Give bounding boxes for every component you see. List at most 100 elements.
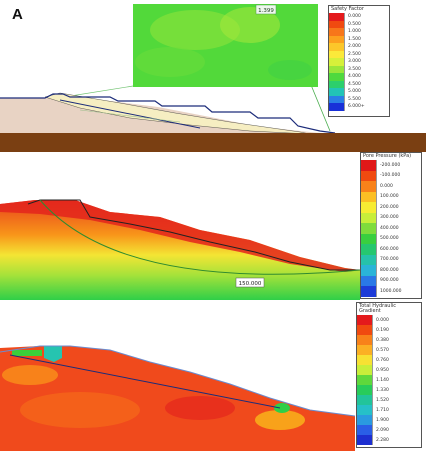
legend-swatch xyxy=(357,325,373,335)
legend-row: 0.190 xyxy=(357,325,421,335)
legend-c: Total Hydraulic Gradient 0.000 0.190 0.380… xyxy=(356,302,422,448)
legend-row: 1.330 xyxy=(357,385,421,395)
legend-swatch xyxy=(329,13,345,21)
legend-swatch xyxy=(357,395,373,405)
legend-swatch xyxy=(329,80,345,88)
slope-model-a: 1.399 xyxy=(0,4,426,152)
legend-swatch xyxy=(361,181,377,192)
legend-value: 3.000 xyxy=(348,59,361,65)
legend-swatch xyxy=(357,335,373,345)
legend-row: 5.000 xyxy=(329,88,389,96)
legend-row: 2.500 xyxy=(329,50,389,58)
legend-row: 1.140 xyxy=(357,375,421,385)
legend-value: 200.000 xyxy=(380,204,399,210)
legend-row: 2.000 xyxy=(329,43,389,51)
legend-swatch xyxy=(361,160,377,171)
legend-row: 1.000 xyxy=(329,28,389,36)
legend-swatch xyxy=(361,286,377,297)
legend-swatch xyxy=(329,95,345,103)
legend-value: 4.500 xyxy=(348,81,361,87)
legend-swatch xyxy=(361,275,377,286)
legend-swatch xyxy=(357,355,373,365)
legend-row: 2.090 xyxy=(357,425,421,435)
pore-pressure-callout: 150.000 xyxy=(239,281,262,287)
legend-swatch xyxy=(357,315,373,325)
legend-value: 0.000 xyxy=(376,317,389,323)
legend-value: 900.000 xyxy=(380,278,399,284)
legend-value: 0.570 xyxy=(376,347,389,353)
legend-value: 6.000+ xyxy=(348,104,365,110)
legend-swatch xyxy=(329,103,345,111)
legend-swatch xyxy=(361,233,377,244)
legend-swatch xyxy=(329,43,345,51)
legend-row: 800.000 xyxy=(361,265,421,276)
legend-row: 2.280 xyxy=(357,435,421,445)
legend-value: 1.500 xyxy=(348,36,361,42)
legend-value: -100.000 xyxy=(380,173,401,179)
legend-value: 0.000 xyxy=(380,183,393,189)
legend-row: 5.500 xyxy=(329,95,389,103)
legend-a-body: 0.000 0.500 1.000 1.500 2.000 2.500 3.000 3.500… xyxy=(329,13,389,111)
legend-row: 1.710 xyxy=(357,405,421,415)
high-gradient-zone-2 xyxy=(12,350,42,356)
legend-row: 1.520 xyxy=(357,395,421,405)
legend-row: 0.380 xyxy=(357,335,421,345)
phreatic-line-b xyxy=(27,199,360,271)
legend-value: 5.000 xyxy=(348,89,361,95)
legend-swatch xyxy=(357,365,373,375)
panel-b: B 150.000 Pore Pressure (kPa) -200.000-1… xyxy=(0,152,426,300)
legend-swatch xyxy=(357,385,373,395)
legend-value: 600.000 xyxy=(380,246,399,252)
panel-a: A 1.399 Safety Factor 0.000 0.500 1.000 1.5… xyxy=(0,0,426,152)
legend-swatch xyxy=(329,65,345,73)
legend-value: 1.140 xyxy=(376,377,389,383)
legend-value: 2.500 xyxy=(348,51,361,57)
legend-value: 0.950 xyxy=(376,367,389,373)
legend-swatch xyxy=(329,35,345,43)
legend-row: 6.000+ xyxy=(329,103,389,111)
legend-swatch xyxy=(357,425,373,435)
high-gradient-zone-1 xyxy=(44,346,62,362)
legend-swatch xyxy=(361,170,377,181)
legend-row: 0.500 xyxy=(329,20,389,28)
legend-row: 200.000 xyxy=(361,202,421,213)
legend-row: -200.000 xyxy=(361,160,421,171)
pore-pressure-field xyxy=(0,200,360,300)
safety-factor-callout: 1.399 xyxy=(258,8,274,14)
legend-swatch xyxy=(361,212,377,223)
legend-value: -200.000 xyxy=(380,162,401,168)
bedrock-layer xyxy=(0,133,426,152)
legend-swatch xyxy=(361,202,377,213)
legend-value: 1.710 xyxy=(376,407,389,413)
legend-row: 4.000 xyxy=(329,73,389,81)
legend-row: 700.000 xyxy=(361,254,421,265)
legend-swatch xyxy=(329,58,345,66)
legend-swatch xyxy=(357,375,373,385)
legend-row: 500.000 xyxy=(361,233,421,244)
legend-swatch xyxy=(329,88,345,96)
legend-row: 3.500 xyxy=(329,65,389,73)
legend-swatch xyxy=(361,265,377,276)
legend-row: 900.000 xyxy=(361,275,421,286)
legend-value: 1.900 xyxy=(376,417,389,423)
legend-value: 0.760 xyxy=(376,357,389,363)
safety-factor-callout-box xyxy=(255,4,277,15)
phreatic-line-c xyxy=(9,354,281,409)
legend-swatch xyxy=(329,73,345,81)
legend-value: 2.090 xyxy=(376,427,389,433)
high-gradient-zone-3 xyxy=(274,403,290,413)
legend-swatch xyxy=(357,435,373,445)
legend-value: 1000.000 xyxy=(380,288,402,294)
legend-value: 5.500 xyxy=(348,96,361,102)
legend-row: 100.000 xyxy=(361,191,421,202)
legend-swatch xyxy=(361,223,377,234)
legend-value: 100.000 xyxy=(380,194,399,200)
upper-zone xyxy=(0,200,360,272)
legend-swatch xyxy=(329,50,345,58)
slope-outline xyxy=(0,93,336,134)
legend-row: 0.000 xyxy=(357,315,421,325)
legend-b-title: Pore Pressure (kPa) xyxy=(363,153,412,159)
legend-swatch xyxy=(329,28,345,36)
legend-row: 0.760 xyxy=(357,355,421,365)
legend-b: Pore Pressure (kPa) -200.000 -100.000 0.00… xyxy=(360,152,422,299)
